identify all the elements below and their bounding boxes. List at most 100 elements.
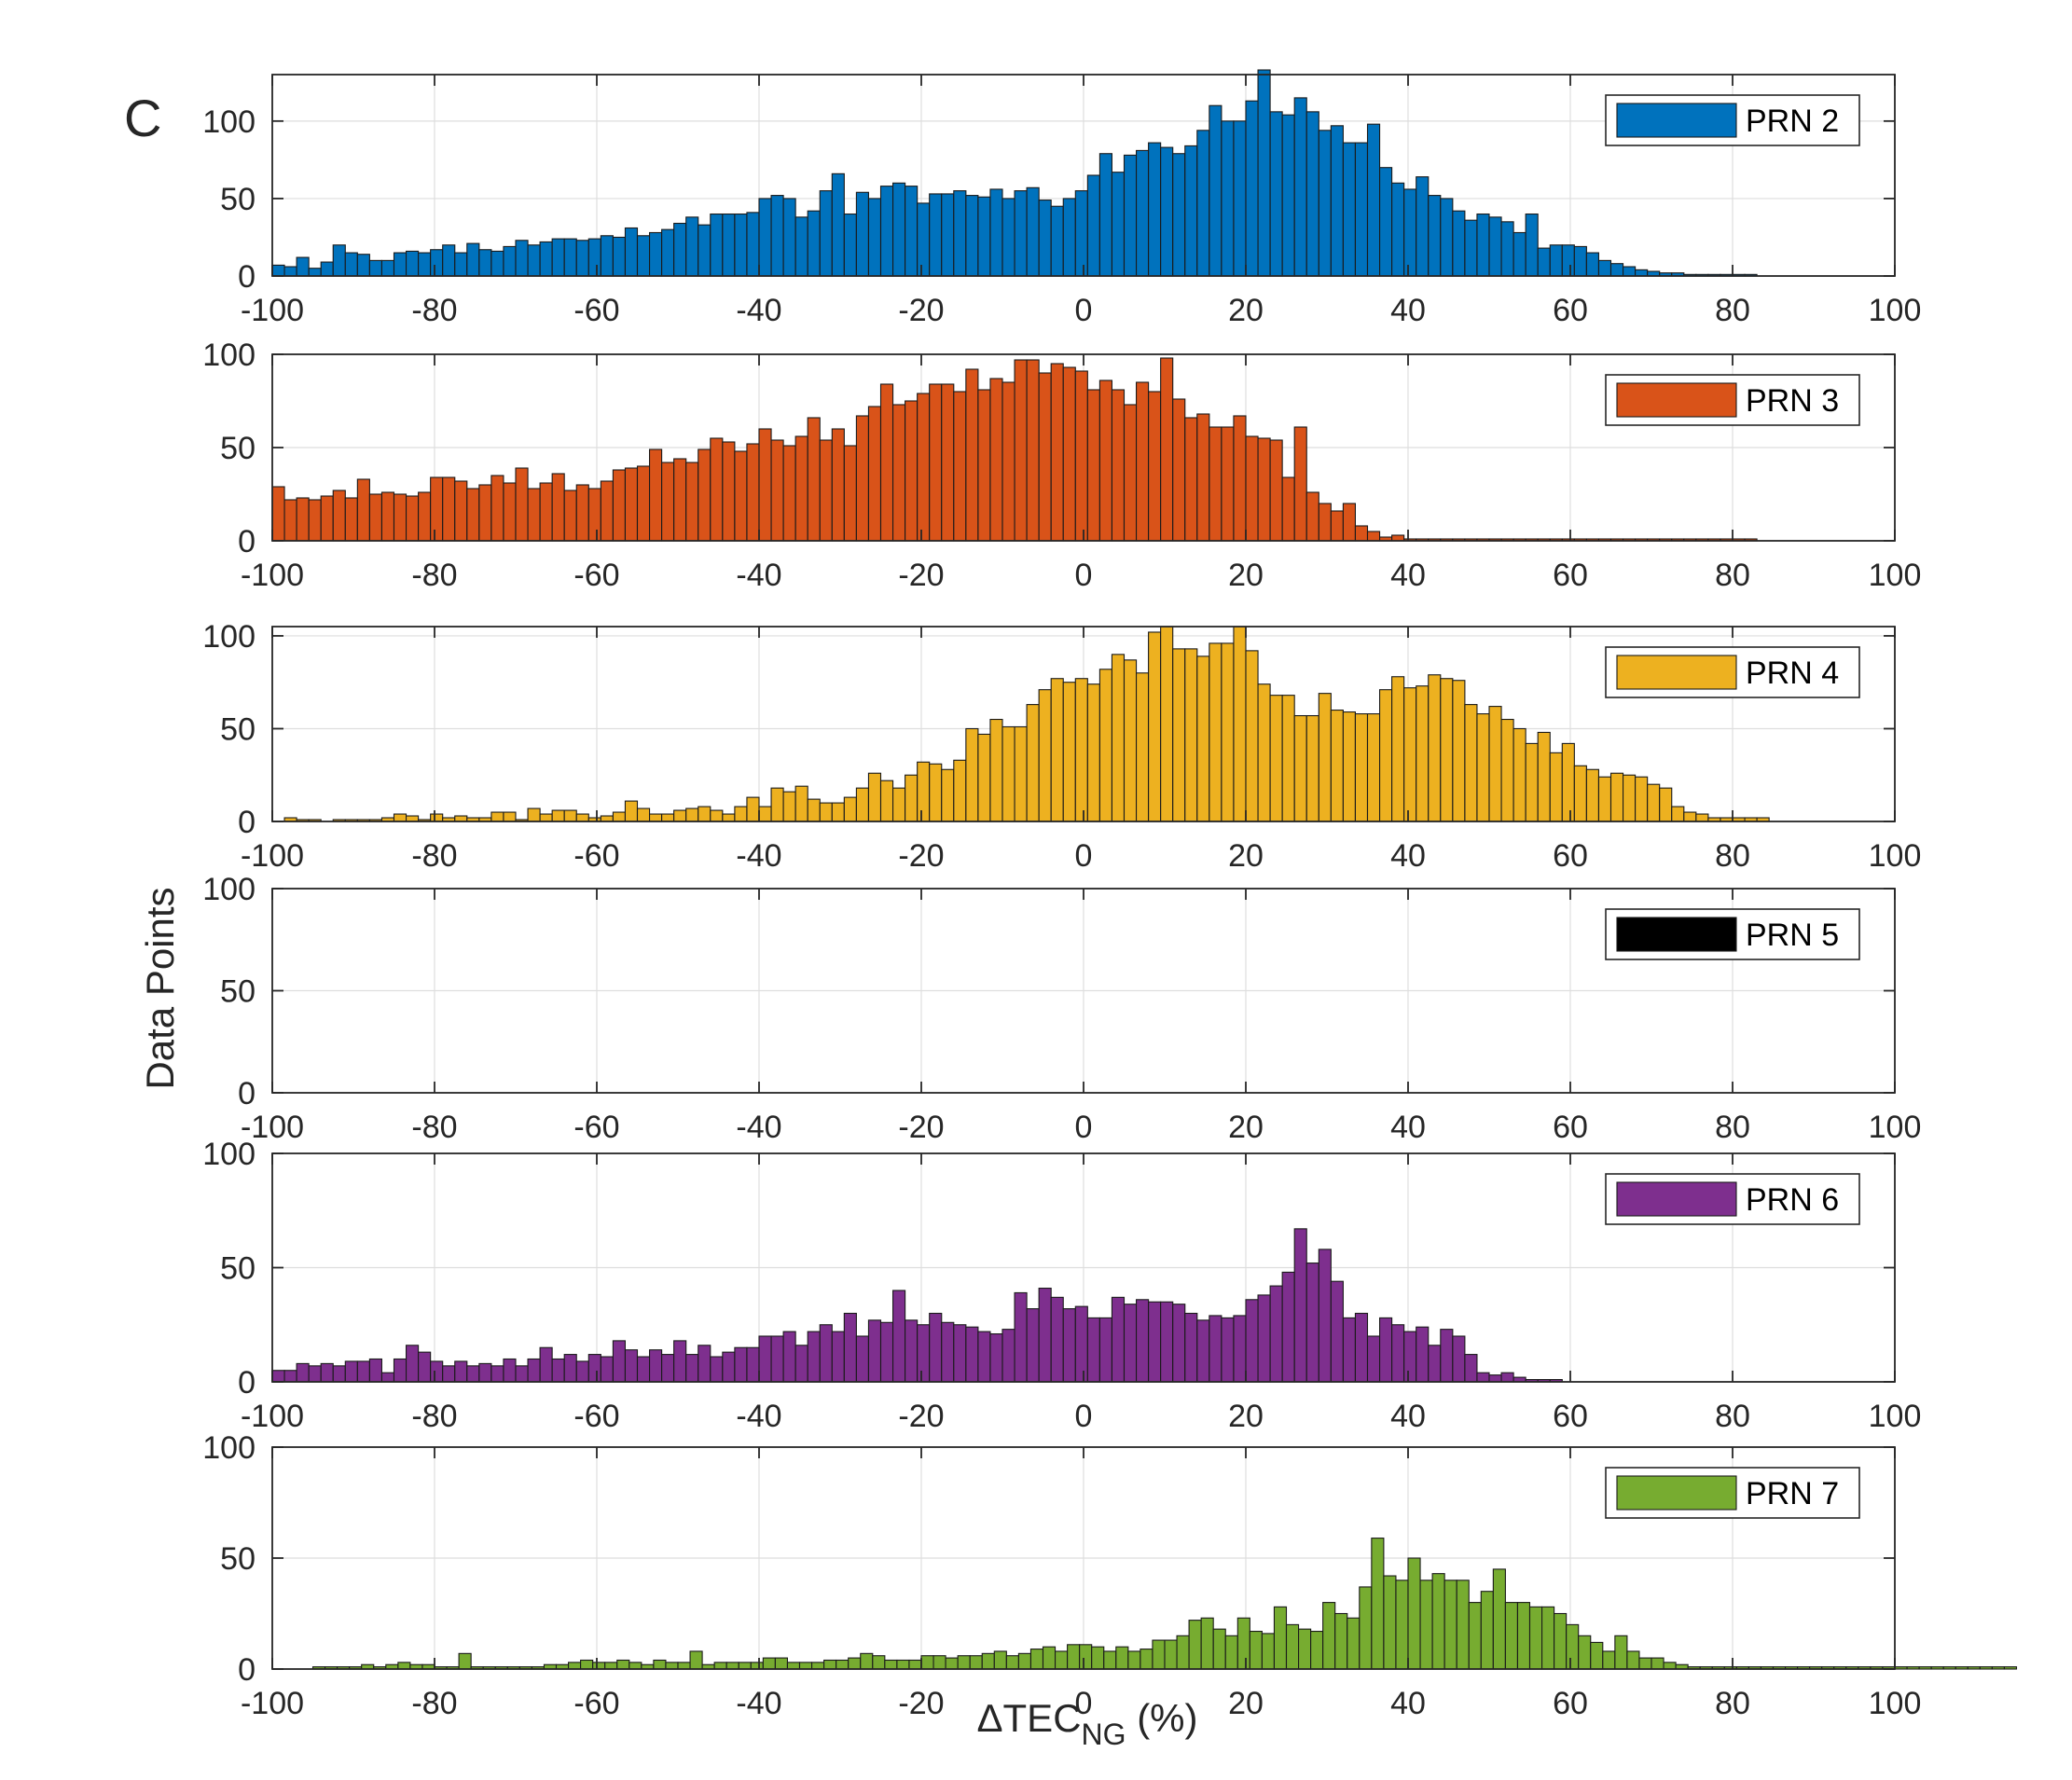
histogram-bar <box>430 476 444 542</box>
histogram-bar <box>575 1360 589 1383</box>
histogram-bar <box>872 1655 886 1670</box>
histogram-bar <box>296 497 310 542</box>
histogram-bar <box>762 1657 776 1670</box>
histogram-bar <box>1196 130 1210 277</box>
histogram-bar <box>1440 198 1454 277</box>
x-tick-label: -40 <box>736 1686 781 1721</box>
y-tick-label: 100 <box>202 1430 256 1466</box>
histogram-bar <box>1609 263 1624 277</box>
x-tick-label: -100 <box>241 1686 304 1721</box>
x-tick-label: 0 <box>1075 1686 1093 1721</box>
histogram-bar <box>344 497 358 542</box>
histogram-bar <box>1062 198 1076 277</box>
histogram-bar <box>1480 1591 1494 1670</box>
histogram-bar <box>1452 210 1466 277</box>
histogram-bar <box>794 785 808 822</box>
histogram-bar <box>807 417 821 542</box>
histogram-bar <box>932 1655 946 1670</box>
histogram-bar <box>1635 269 1649 277</box>
x-tick-label: 100 <box>1869 558 1922 593</box>
histogram-bar <box>661 462 675 542</box>
histogram-bar <box>1160 146 1174 277</box>
histogram-bar <box>1500 221 1514 277</box>
legend-label: PRN 7 <box>1746 1476 1839 1511</box>
histogram-bar <box>1416 685 1430 822</box>
x-tick-label: -80 <box>411 558 457 593</box>
histogram-bar <box>746 1346 760 1383</box>
histogram-bar <box>368 1358 382 1383</box>
histogram-bar <box>941 768 955 822</box>
histogram-bar <box>1293 1228 1307 1383</box>
histogram-bar <box>405 250 420 277</box>
histogram-bar <box>296 256 310 277</box>
histogram-bar <box>466 1365 480 1383</box>
legend: PRN 3 <box>1605 374 1860 426</box>
histogram-bar <box>896 1659 910 1670</box>
histogram-bar <box>750 1662 764 1670</box>
histogram-bar <box>794 435 808 542</box>
histogram-bar <box>478 249 492 277</box>
histogram-bar <box>1014 359 1028 542</box>
x-tick-label: 100 <box>1869 838 1922 874</box>
histogram-bar <box>836 1659 850 1670</box>
histogram-bar <box>879 1321 894 1383</box>
histogram-bar <box>774 1657 789 1670</box>
histogram-bar <box>1407 1557 1421 1670</box>
x-tick-label: -40 <box>736 558 781 593</box>
x-tick-label: -40 <box>736 838 781 874</box>
histogram-bar <box>1967 1666 1981 1670</box>
histogram-bar <box>1298 1628 1312 1670</box>
x-tick-label: 80 <box>1715 558 1750 593</box>
histogram-bar <box>698 806 711 822</box>
histogram-bar <box>782 791 796 822</box>
histogram-panel-3: -100 -80 -60 -40 -20 0 20 40 60 80 100 0 50 100 PRN 4 <box>202 619 1921 874</box>
histogram-bar <box>807 1331 821 1383</box>
histogram-bar <box>1123 1304 1138 1383</box>
histogram-bar <box>855 1335 870 1383</box>
histogram-bar <box>734 450 748 542</box>
histogram-bar <box>1160 357 1174 542</box>
histogram-bar <box>1528 1606 1543 1670</box>
histogram-bar <box>941 1321 955 1383</box>
y-tick-label: 50 <box>220 974 256 1010</box>
histogram-bar <box>1136 149 1150 277</box>
y-tick-label: 0 <box>238 524 256 559</box>
histogram-bar <box>843 213 857 277</box>
x-tick-label: 100 <box>1869 1399 1922 1434</box>
histogram-bar <box>1695 813 1709 822</box>
histogram-bar <box>884 1659 898 1670</box>
histogram-bar <box>1257 69 1271 277</box>
histogram-bar <box>1305 714 1319 822</box>
histogram-bar <box>1074 190 1088 277</box>
histogram-bar <box>1623 266 1637 277</box>
histogram-bar <box>648 448 663 542</box>
histogram-bar <box>1330 510 1344 542</box>
histogram-bar <box>344 252 358 277</box>
histogram-bar <box>977 196 991 277</box>
histogram-bar <box>1942 1666 1956 1670</box>
histogram-bar <box>1416 1326 1430 1383</box>
histogram-bar <box>1026 1308 1040 1383</box>
y-tick-label: 50 <box>220 1251 256 1287</box>
histogram-bar <box>665 1662 679 1670</box>
histogram-bar <box>965 368 979 542</box>
histogram-bar <box>917 393 931 542</box>
histogram-bar <box>855 787 870 822</box>
histogram-bar <box>1209 104 1222 277</box>
histogram-bar <box>624 227 639 277</box>
histogram-bar <box>1318 1249 1332 1383</box>
histogram-bar <box>1488 216 1502 277</box>
histogram-bar <box>1103 1650 1117 1670</box>
histogram-bar <box>661 813 675 822</box>
histogram-bar <box>539 1346 553 1383</box>
histogram-bar <box>527 807 541 822</box>
histogram-bar <box>490 250 504 277</box>
histogram-bar <box>713 1662 727 1670</box>
histogram-bar <box>563 490 577 542</box>
histogram-bar <box>283 499 297 542</box>
histogram-bar <box>673 222 687 277</box>
histogram-bar <box>1026 704 1040 822</box>
histogram-bar <box>1504 1602 1519 1670</box>
x-axis-label-subscript: NG <box>1082 1718 1126 1751</box>
